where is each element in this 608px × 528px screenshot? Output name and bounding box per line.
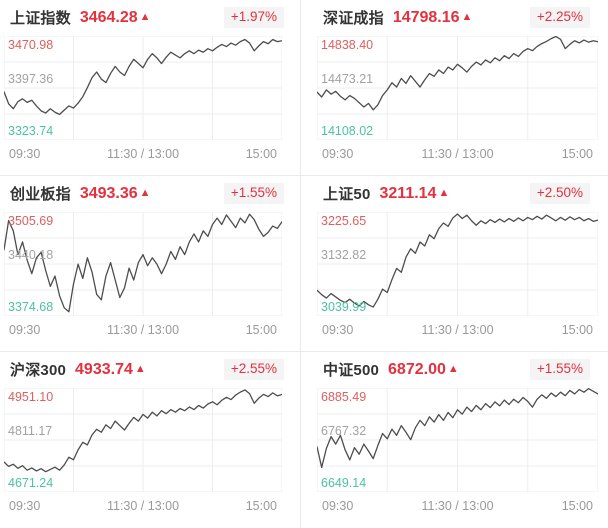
y-axis-label-low: 6649.14	[321, 476, 367, 490]
index-name: 中证500	[323, 362, 380, 379]
up-arrow-icon: ▲	[139, 11, 151, 23]
index-name: 上证指数	[10, 10, 71, 27]
intraday-chart[interactable]: 3470.98 3397.36 3323.74	[4, 36, 282, 140]
intraday-chart[interactable]: 6885.49 6767.32 6649.14	[317, 388, 598, 492]
panel-header: 深证成指 14798.16 ▲ +2.25%	[323, 7, 590, 28]
index-name: 深证成指	[323, 10, 384, 27]
index-panel-chinext[interactable]: 创业板指 3493.36 ▲ +1.55% 3505.69 3440.18 33…	[0, 176, 301, 352]
up-arrow-icon: ▲	[139, 187, 151, 199]
panel-header: 上证指数 3464.28 ▲ +1.97%	[10, 7, 284, 28]
up-arrow-icon: ▲	[447, 363, 459, 375]
y-axis-label-low: 4671.24	[8, 476, 54, 490]
y-axis-label-mid: 3397.36	[8, 72, 54, 86]
x-axis-label-midday: 11:30 / 13:00	[421, 323, 494, 337]
x-axis-label-midday: 11:30 / 13:00	[106, 323, 180, 337]
x-axis: 09:30 11:30 / 13:00 15:00	[4, 323, 282, 337]
panel-header: 沪深300 4933.74 ▲ +2.55%	[10, 359, 284, 380]
change-percent-badge: +1.55%	[223, 183, 284, 204]
up-arrow-icon: ▲	[461, 11, 473, 23]
x-axis-label-close: 15:00	[245, 147, 277, 161]
x-axis-label-midday: 11:30 / 13:00	[106, 499, 180, 513]
index-value: 3464.28	[79, 8, 138, 26]
index-panel-shanghai-composite[interactable]: 上证指数 3464.28 ▲ +1.97% 3470.98 3397.36 33…	[0, 0, 301, 176]
x-axis-label-close: 15:00	[245, 323, 277, 337]
x-axis-label-open: 09:30	[322, 499, 354, 513]
y-axis-label-low: 14108.02	[321, 124, 374, 138]
index-panel-sse50[interactable]: 上证50 3211.14 ▲ +2.50% 3225.65 3132.82 30…	[301, 176, 608, 352]
x-axis-label-midday: 11:30 / 13:00	[106, 147, 180, 161]
change-percent-badge: +1.97%	[223, 7, 284, 28]
y-axis-label-high: 3470.98	[8, 38, 54, 52]
x-axis-label-open: 09:30	[9, 147, 41, 161]
x-axis: 09:30 11:30 / 13:00 15:00	[317, 499, 598, 513]
y-axis-label-low: 3374.68	[8, 300, 54, 314]
panel-header: 中证500 6872.00 ▲ +1.55%	[323, 359, 590, 380]
y-axis-label-high: 3225.65	[321, 214, 367, 228]
change-percent-badge: +2.55%	[223, 359, 284, 380]
y-axis-label-high: 3505.69	[8, 214, 54, 228]
intraday-chart[interactable]: 3225.65 3132.82 3039.99	[317, 212, 598, 316]
x-axis-label-midday: 11:30 / 13:00	[421, 147, 494, 161]
up-arrow-icon: ▲	[438, 187, 450, 199]
intraday-chart[interactable]: 4951.10 4811.17 4671.24	[4, 388, 282, 492]
y-axis-label-mid: 6767.32	[321, 424, 367, 438]
x-axis-label-open: 09:30	[9, 499, 41, 513]
x-axis-label-close: 15:00	[245, 499, 277, 513]
change-percent-badge: +2.50%	[529, 183, 590, 204]
x-axis-label-close: 15:00	[561, 499, 593, 513]
index-value: 4933.74	[75, 360, 133, 378]
x-axis-label-open: 09:30	[322, 323, 354, 337]
index-panel-shenzhen-component[interactable]: 深证成指 14798.16 ▲ +2.25% 14838.40 14473.21…	[301, 0, 608, 176]
index-value: 3493.36	[79, 184, 138, 202]
index-name: 上证50	[323, 186, 371, 203]
x-axis: 09:30 11:30 / 13:00 15:00	[4, 147, 282, 161]
x-axis-label-close: 15:00	[561, 323, 593, 337]
index-name: 沪深300	[10, 362, 67, 379]
y-axis-label-high: 4951.10	[8, 390, 54, 404]
index-value: 6872.00	[388, 360, 446, 378]
y-axis-label-mid: 4811.17	[8, 424, 53, 438]
up-arrow-icon: ▲	[134, 363, 146, 375]
intraday-chart[interactable]: 14838.40 14473.21 14108.02	[317, 36, 598, 140]
y-axis-label-mid: 14473.21	[321, 72, 374, 86]
x-axis-label-open: 09:30	[9, 323, 41, 337]
change-percent-badge: +2.25%	[529, 7, 590, 28]
x-axis: 09:30 11:30 / 13:00 15:00	[317, 323, 598, 337]
index-value: 14798.16	[392, 8, 460, 26]
y-axis-label-low: 3323.74	[8, 124, 54, 138]
index-name: 创业板指	[10, 186, 71, 203]
x-axis: 09:30 11:30 / 13:00 15:00	[317, 147, 598, 161]
y-axis-label-low: 3039.99	[321, 300, 367, 314]
x-axis: 09:30 11:30 / 13:00 15:00	[4, 499, 282, 513]
panel-header: 创业板指 3493.36 ▲ +1.55%	[10, 183, 284, 204]
x-axis-label-close: 15:00	[561, 147, 593, 161]
y-axis-label-high: 14838.40	[321, 38, 374, 52]
panel-header: 上证50 3211.14 ▲ +2.50%	[323, 183, 590, 204]
intraday-chart[interactable]: 3505.69 3440.18 3374.68	[4, 212, 282, 316]
index-value: 3211.14	[379, 184, 437, 202]
x-axis-label-midday: 11:30 / 13:00	[421, 499, 494, 513]
x-axis-label-open: 09:30	[322, 147, 354, 161]
y-axis-label-mid: 3132.82	[321, 248, 367, 262]
index-panel-csi300[interactable]: 沪深300 4933.74 ▲ +2.55% 4951.10 4811.17 4…	[0, 352, 301, 528]
index-panel-csi500[interactable]: 中证500 6872.00 ▲ +1.55% 6885.49 6767.32 6…	[301, 352, 608, 528]
y-axis-label-high: 6885.49	[321, 390, 367, 404]
change-percent-badge: +1.55%	[529, 359, 590, 380]
y-axis-label-mid: 3440.18	[8, 248, 54, 262]
